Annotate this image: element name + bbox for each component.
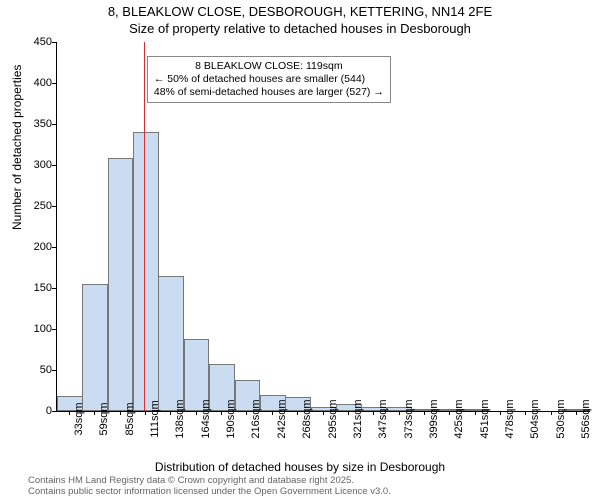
y-tick-mark — [52, 411, 56, 412]
histogram-bar — [133, 132, 159, 411]
x-tick-label: 190sqm — [225, 399, 237, 438]
x-tick-mark — [475, 411, 476, 415]
title-line-1: 8, BLEAKLOW CLOSE, DESBOROUGH, KETTERING… — [0, 4, 600, 19]
x-tick-mark — [120, 411, 121, 415]
reference-line — [144, 42, 145, 411]
x-tick-label: 295sqm — [327, 399, 339, 438]
x-tick-label: 373sqm — [403, 399, 415, 438]
x-tick-mark — [576, 411, 577, 415]
annotation-line-3: 48% of semi-detached houses are larger (… — [154, 86, 384, 99]
x-tick-label: 425sqm — [453, 399, 465, 438]
y-tick-mark — [52, 42, 56, 43]
x-tick-mark — [272, 411, 273, 415]
x-tick-label: 347sqm — [377, 399, 389, 438]
y-tick-mark — [52, 329, 56, 330]
histogram-bar — [158, 276, 184, 411]
chart-container: 8, BLEAKLOW CLOSE, DESBOROUGH, KETTERING… — [0, 0, 600, 500]
x-tick-mark — [551, 411, 552, 415]
x-tick-mark — [297, 411, 298, 415]
x-tick-mark — [196, 411, 197, 415]
y-tick-label: 200 — [34, 241, 52, 253]
y-tick-label: 50 — [40, 364, 52, 376]
y-tick-mark — [52, 288, 56, 289]
y-tick-mark — [52, 247, 56, 248]
y-tick-mark — [52, 124, 56, 125]
x-tick-label: 321sqm — [352, 399, 364, 438]
x-tick-mark — [449, 411, 450, 415]
y-tick-label: 350 — [34, 118, 52, 130]
plot-area: 8 BLEAKLOW CLOSE: 119sqm← 50% of detache… — [56, 42, 590, 412]
x-tick-mark — [170, 411, 171, 415]
x-tick-mark — [69, 411, 70, 415]
x-tick-mark — [94, 411, 95, 415]
x-tick-label: 111sqm — [149, 400, 161, 438]
x-tick-label: 138sqm — [174, 399, 186, 438]
y-axis-label: Number of detached properties — [10, 65, 24, 230]
y-tick-mark — [52, 206, 56, 207]
y-tick-label: 450 — [34, 36, 52, 48]
x-tick-label: 399sqm — [428, 399, 440, 438]
x-tick-label: 59sqm — [98, 402, 110, 435]
annotation-line-1: 8 BLEAKLOW CLOSE: 119sqm — [154, 60, 384, 73]
y-tick-mark — [52, 83, 56, 84]
x-tick-mark — [221, 411, 222, 415]
y-tick-label: 250 — [34, 200, 52, 212]
x-tick-label: 478sqm — [504, 399, 516, 438]
y-tick-label: 150 — [34, 282, 52, 294]
x-tick-label: 216sqm — [250, 399, 262, 438]
annotation-box: 8 BLEAKLOW CLOSE: 119sqm← 50% of detache… — [147, 56, 391, 103]
footer-attribution: Contains HM Land Registry data © Crown c… — [28, 476, 391, 498]
x-tick-mark — [399, 411, 400, 415]
x-tick-mark — [500, 411, 501, 415]
x-tick-label: 85sqm — [124, 402, 136, 435]
y-tick-mark — [52, 370, 56, 371]
title-line-2: Size of property relative to detached ho… — [0, 21, 600, 36]
y-tick-mark — [52, 165, 56, 166]
x-tick-mark — [246, 411, 247, 415]
histogram-bar — [82, 284, 108, 411]
y-tick-label: 400 — [34, 77, 52, 89]
x-tick-label: 451sqm — [479, 399, 491, 438]
x-tick-label: 504sqm — [529, 399, 541, 438]
x-tick-mark — [145, 411, 146, 415]
x-tick-mark — [348, 411, 349, 415]
x-tick-label: 556sqm — [580, 399, 592, 438]
x-tick-mark — [424, 411, 425, 415]
x-tick-label: 530sqm — [555, 399, 567, 438]
y-tick-label: 100 — [34, 323, 52, 335]
histogram-bar — [108, 158, 134, 411]
x-tick-label: 242sqm — [276, 399, 288, 438]
x-tick-label: 164sqm — [200, 399, 212, 438]
annotation-line-2: ← 50% of detached houses are smaller (54… — [154, 73, 384, 86]
x-axis-label: Distribution of detached houses by size … — [0, 460, 600, 474]
x-tick-label: 268sqm — [301, 399, 313, 438]
x-tick-mark — [525, 411, 526, 415]
x-tick-label: 33sqm — [73, 402, 85, 435]
x-tick-mark — [323, 411, 324, 415]
footer-line-2: Contains public sector information licen… — [28, 487, 391, 498]
x-tick-mark — [373, 411, 374, 415]
y-tick-label: 300 — [34, 159, 52, 171]
